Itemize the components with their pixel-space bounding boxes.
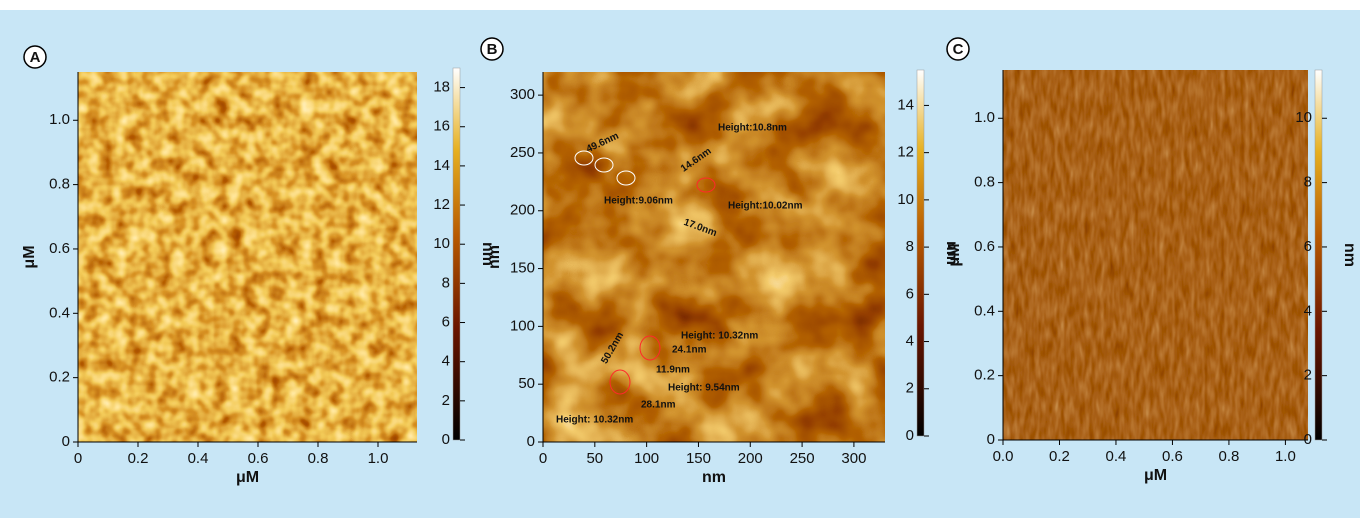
x-tick-label: 300 — [841, 450, 866, 467]
y-tick-label: 0.4 — [974, 302, 995, 319]
y-tick-label: 150 — [510, 260, 535, 277]
x-tick-label: 0 — [74, 450, 82, 467]
x-tick-label: 250 — [790, 450, 815, 467]
y-tick-label: 0.2 — [49, 369, 70, 386]
colorbar-tick-label: 0 — [1304, 431, 1312, 448]
x-tick-label: 0.6 — [248, 450, 269, 467]
colorbar-tick-label: 14 — [897, 96, 914, 113]
y-tick-label: 250 — [510, 144, 535, 161]
colorbar-tick-label: 18 — [433, 79, 450, 96]
colorbar-tick-label: 8 — [442, 274, 450, 291]
y-tick-label: 0 — [987, 431, 995, 448]
x-tick-label: 0.4 — [188, 450, 209, 467]
annotation: Height: 10.32nm — [556, 415, 633, 426]
colorbar-tick-label: 6 — [442, 313, 450, 330]
colorbar — [453, 68, 460, 440]
y-axis-title: μM — [21, 245, 38, 268]
y-tick-label: 100 — [510, 317, 535, 334]
x-tick-label: 1.0 — [368, 450, 389, 467]
colorbar — [1315, 70, 1322, 440]
x-tick-label: 0.4 — [1106, 448, 1127, 465]
annotation: Height: 9.54nm — [668, 383, 740, 394]
y-tick-label: 0.4 — [49, 304, 70, 321]
x-tick-label: 0.2 — [128, 450, 149, 467]
x-tick-label: 0.2 — [1049, 448, 1070, 465]
x-tick-label: 0.6 — [1162, 448, 1183, 465]
colorbar-title: nm — [1341, 243, 1358, 267]
y-tick-label: 200 — [510, 202, 535, 219]
y-tick-label: 0.6 — [49, 240, 70, 257]
afm-image — [1003, 70, 1308, 440]
colorbar-tick-label: 0 — [906, 427, 914, 444]
colorbar-tick-label: 12 — [433, 196, 450, 213]
x-tick-label: 0.8 — [308, 450, 329, 467]
colorbar-tick-label: 6 — [906, 285, 914, 302]
colorbar-tick-label: 2 — [442, 392, 450, 409]
y-tick-label: 50 — [518, 375, 535, 392]
annotation: Height: 10.32nm — [681, 331, 758, 342]
colorbar-tick-label: 8 — [1304, 174, 1312, 191]
x-tick-label: 0.0 — [993, 448, 1014, 465]
colorbar-tick-label: 6 — [1304, 238, 1312, 255]
y-tick-label: 0.8 — [49, 176, 70, 193]
annotation: Height:9.06nm — [604, 196, 673, 207]
x-tick-label: 200 — [738, 450, 763, 467]
y-tick-label: 0 — [527, 433, 535, 450]
x-axis-title: nm — [702, 469, 726, 486]
y-tick-label: 0 — [62, 433, 70, 450]
y-tick-label: 0.2 — [974, 367, 995, 384]
y-tick-label: 1.0 — [49, 111, 70, 128]
y-tick-label: 0.6 — [974, 238, 995, 255]
colorbar-tick-label: 10 — [897, 191, 914, 208]
afm-image — [78, 72, 417, 442]
colorbar-tick-label: 10 — [433, 235, 450, 252]
colorbar-tick-label: 4 — [1304, 302, 1312, 319]
colorbar-tick-label: 16 — [433, 118, 450, 135]
panel-label: C — [953, 41, 964, 58]
annotation: 11.9nm — [656, 365, 690, 376]
colorbar — [917, 70, 924, 436]
y-tick-label: 1.0 — [974, 109, 995, 126]
x-tick-label: 0 — [539, 450, 547, 467]
y-tick-label: 0.8 — [974, 174, 995, 191]
annotation: 24.1nm — [672, 345, 707, 356]
colorbar-tick-label: 2 — [906, 380, 914, 397]
colorbar-tick-label: 0 — [442, 431, 450, 448]
x-axis-title: μM — [236, 469, 259, 486]
x-tick-label: 0.8 — [1218, 448, 1239, 465]
colorbar-tick-label: 10 — [1295, 109, 1312, 126]
y-tick-label: 300 — [510, 86, 535, 103]
annotation: 28.1nm — [641, 400, 676, 411]
colorbar-tick-label: 14 — [433, 157, 450, 174]
x-tick-label: 1.0 — [1275, 448, 1296, 465]
x-tick-label: 150 — [686, 450, 711, 467]
colorbar-tick-label: 12 — [897, 144, 914, 161]
annotation: Height:10.8nm — [718, 123, 787, 134]
panel-label: A — [30, 49, 41, 66]
x-tick-label: 50 — [586, 450, 603, 467]
annotation: Height:10.02nm — [728, 201, 803, 212]
colorbar-tick-label: 2 — [1304, 367, 1312, 384]
y-axis-title: nm — [486, 245, 503, 269]
x-tick-label: 100 — [634, 450, 659, 467]
colorbar-tick-label: 4 — [906, 333, 914, 350]
panel-label: B — [487, 41, 498, 58]
y-axis-title: μM — [946, 243, 963, 266]
colorbar-tick-label: 4 — [442, 353, 450, 370]
colorbar-tick-label: 8 — [906, 238, 914, 255]
x-axis-title: μM — [1144, 467, 1167, 484]
figure: A00.20.40.60.81.000.20.40.60.81.0μMμM024… — [0, 0, 1360, 518]
